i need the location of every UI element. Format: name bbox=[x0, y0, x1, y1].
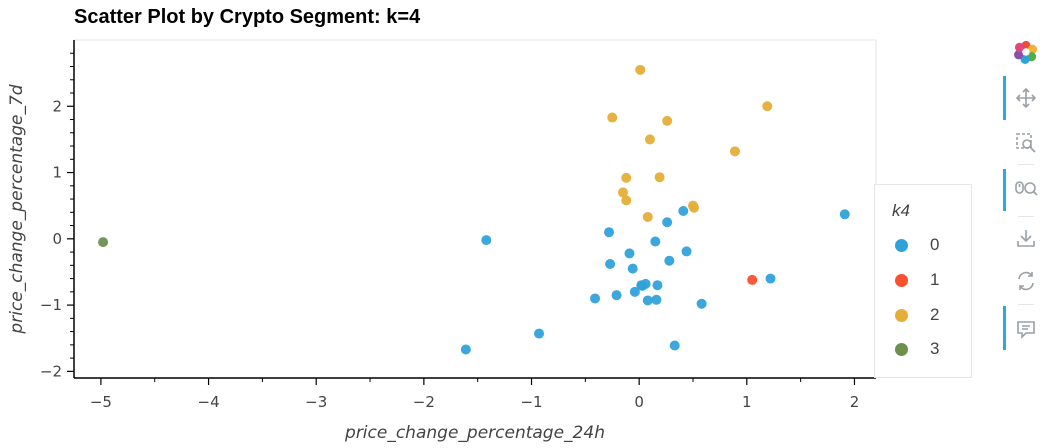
data-point-segment-0[interactable] bbox=[652, 280, 663, 291]
toolbar-divider bbox=[1018, 216, 1034, 217]
active-tool-indicator bbox=[1003, 169, 1006, 211]
data-point-segment-0[interactable] bbox=[651, 294, 662, 305]
toolbar-divider bbox=[1018, 164, 1034, 165]
data-point-segment-0[interactable] bbox=[481, 235, 492, 246]
data-point-segment-0[interactable] bbox=[624, 248, 635, 259]
legend-swatch bbox=[895, 238, 908, 252]
data-point-segment-0[interactable] bbox=[605, 259, 616, 270]
reset-icon[interactable] bbox=[1014, 269, 1038, 293]
x-tick-label: −3 bbox=[305, 393, 327, 411]
data-point-segment-0[interactable] bbox=[627, 263, 638, 274]
data-point-segment-2[interactable] bbox=[729, 146, 740, 157]
data-point-segment-0[interactable] bbox=[611, 290, 622, 301]
data-point-segment-2[interactable] bbox=[762, 101, 773, 112]
legend-item-0[interactable]: 0 bbox=[895, 233, 939, 257]
data-point-segment-0[interactable] bbox=[637, 280, 648, 291]
legend-item-1[interactable]: 1 bbox=[895, 268, 939, 292]
data-point-segment-2[interactable] bbox=[644, 134, 655, 145]
x-tick-label: 0 bbox=[634, 393, 644, 411]
data-point-segment-0[interactable] bbox=[590, 293, 601, 304]
y-tick-label: 0 bbox=[52, 230, 62, 248]
x-tick-label: −2 bbox=[413, 393, 435, 411]
data-point-segment-0[interactable] bbox=[460, 344, 471, 355]
pan-icon[interactable] bbox=[1014, 86, 1038, 110]
x-tick-label: −1 bbox=[520, 393, 542, 411]
y-tick-label: 2 bbox=[52, 97, 62, 115]
legend-item-3[interactable]: 3 bbox=[895, 337, 939, 361]
box-zoom-icon[interactable] bbox=[1014, 131, 1038, 155]
x-tick-label: −4 bbox=[198, 393, 220, 411]
legend-item-2[interactable]: 2 bbox=[895, 303, 939, 327]
legend-title: k4 bbox=[892, 201, 910, 220]
save-icon[interactable] bbox=[1014, 226, 1038, 250]
y-tick-label: −1 bbox=[40, 296, 62, 314]
toolbar-divider bbox=[1018, 304, 1034, 305]
y-axis-label: price_change_percentage_7d bbox=[7, 84, 27, 334]
data-point-segment-0[interactable] bbox=[696, 298, 707, 309]
scatter-plot[interactable]: −5 −4 −3 −2 −1 0 1 2 −2 −1 0 1 2 price_change_percen… bbox=[0, 0, 1000, 448]
wheel-zoom-icon[interactable] bbox=[1014, 178, 1038, 202]
data-point-segment-0[interactable] bbox=[839, 209, 850, 220]
data-point-segment-0[interactable] bbox=[662, 217, 673, 228]
legend-label: 1 bbox=[930, 270, 940, 289]
data-point-segment-2[interactable] bbox=[662, 115, 673, 126]
chart-title: Scatter Plot by Crypto Segment: k=4 bbox=[74, 6, 421, 28]
data-point-segment-0[interactable] bbox=[650, 236, 661, 247]
plot-toolbar bbox=[1000, 36, 1045, 366]
data-point-segment-0[interactable] bbox=[604, 227, 615, 238]
legend-swatch bbox=[895, 342, 908, 356]
active-tool-indicator bbox=[1003, 76, 1006, 120]
data-point-segment-2[interactable] bbox=[618, 187, 629, 198]
legend-swatch bbox=[895, 308, 908, 322]
data-point-segment-3[interactable] bbox=[98, 237, 109, 248]
y-tick-label: −2 bbox=[40, 362, 62, 380]
data-point-segment-0[interactable] bbox=[642, 295, 653, 306]
axes: −5 −4 −3 −2 −1 0 1 2 −2 −1 0 1 2 bbox=[40, 40, 876, 411]
x-tick-label: 2 bbox=[850, 393, 860, 411]
hover-icon[interactable] bbox=[1014, 317, 1038, 341]
x-tick-label: 1 bbox=[742, 393, 752, 411]
data-point-segment-0[interactable] bbox=[678, 205, 689, 216]
data-point-segment-2[interactable] bbox=[689, 202, 700, 213]
data-point-segment-2[interactable] bbox=[654, 172, 665, 183]
x-tick-label: −5 bbox=[90, 393, 112, 411]
data-point-segment-0[interactable] bbox=[681, 246, 692, 257]
data-point-segment-0[interactable] bbox=[629, 286, 640, 297]
data-point-segment-1[interactable] bbox=[747, 274, 758, 285]
plot-frame bbox=[73, 39, 877, 379]
legend-swatch bbox=[895, 273, 908, 287]
data-point-segment-0[interactable] bbox=[765, 273, 776, 284]
active-tool-indicator bbox=[1003, 306, 1006, 350]
legend-label: 0 bbox=[930, 235, 940, 254]
data-point-segment-2[interactable] bbox=[635, 64, 646, 75]
legend: k4 0 1 2 3 bbox=[874, 184, 972, 378]
data-point-segment-0[interactable] bbox=[664, 255, 675, 266]
data-point-segment-2[interactable] bbox=[621, 195, 632, 206]
data-point-segment-2[interactable] bbox=[642, 211, 653, 222]
data-point-segment-2[interactable] bbox=[607, 112, 618, 123]
bokeh-logo-icon[interactable] bbox=[1014, 40, 1038, 64]
legend-label: 2 bbox=[930, 305, 940, 324]
y-tick-label: 1 bbox=[52, 164, 62, 182]
data-point-segment-2[interactable] bbox=[621, 172, 632, 183]
data-point-segment-0[interactable] bbox=[534, 328, 545, 339]
data-points bbox=[98, 64, 850, 355]
x-axis-label: price_change_percentage_24h bbox=[344, 423, 605, 443]
legend-label: 3 bbox=[930, 339, 940, 358]
data-point-segment-0[interactable] bbox=[669, 340, 680, 351]
